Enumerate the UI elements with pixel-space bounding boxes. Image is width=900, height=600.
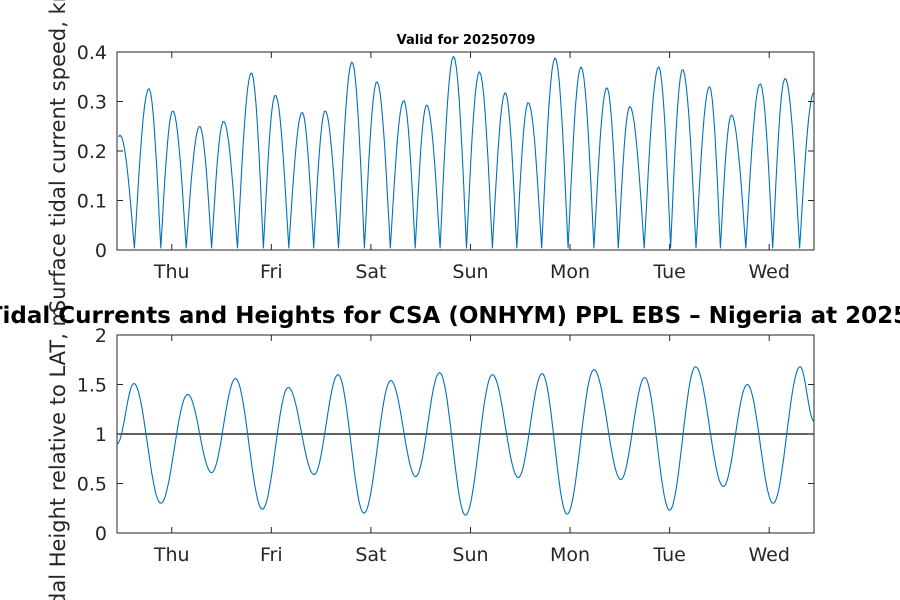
tidal-height-panel: 0 0.5 1 1.5 2 Thu Fri Sat Sun Mon Tue Wed Tidal Hei…	[46, 306, 815, 600]
current-speed-xtick-label: Fri	[260, 261, 283, 283]
tidal-height-xtick-label: Thu	[153, 544, 190, 566]
tidal-height-ytick-label: 1	[95, 424, 107, 446]
tidal-height-series-line	[116, 366, 815, 516]
tidal-height-ytick-label: 0	[95, 523, 107, 545]
tidal-height-xtick-label: Tue	[652, 544, 685, 566]
current-speed-ticks: 0 0.1 0.2 0.3 0.4 Thu Fri Sat Sun Mon Tue Wed	[77, 42, 814, 283]
tidal-height-xtick-label: Mon	[550, 544, 590, 566]
tidal-height-xtick-label: Sat	[355, 544, 386, 566]
tidal-height-ytick-label: 1.5	[77, 375, 107, 397]
current-speed-ytick-label: 0.2	[77, 141, 107, 163]
current-speed-panel: Valid for 20250709 0 0.1 0.2 0.3 0.4 Thu Fri Sa…	[46, 0, 815, 313]
tidal-height-xtick-label: Fri	[260, 544, 283, 566]
current-speed-xtick-label: Mon	[550, 261, 590, 283]
tidal-height-xtick-label: Wed	[748, 544, 789, 566]
current-speed-title: Valid for 20250709	[397, 33, 536, 48]
current-speed-ylabel: Surface tidal current speed, kn	[46, 0, 70, 313]
figure-main-title: Tidal Currents and Heights for CSA (ONHY…	[0, 303, 900, 329]
tidal-height-ytick-label: 2	[95, 325, 107, 347]
current-speed-ytick-label: 0.1	[77, 191, 107, 213]
tidal-height-ytick-label: 0.5	[77, 474, 107, 496]
tidal-height-ticks: 0 0.5 1 1.5 2 Thu Fri Sat Sun Mon Tue Wed	[77, 325, 814, 566]
current-speed-ytick-label: 0.4	[77, 42, 107, 64]
current-speed-xtick-label: Thu	[153, 261, 190, 283]
current-speed-marks	[117, 55, 815, 249]
tidal-height-xtick-label: Sun	[452, 544, 488, 566]
tidal-height-ylabel: Tidal Height relative to LAT, m	[46, 306, 70, 600]
current-speed-ytick-label: 0.3	[77, 92, 107, 114]
current-speed-xtick-label: Tue	[652, 261, 685, 283]
current-speed-xtick-label: Sat	[355, 261, 386, 283]
current-speed-ytick-label: 0	[95, 240, 107, 262]
current-speed-xtick-label: Wed	[748, 261, 789, 283]
current-speed-xtick-label: Sun	[452, 261, 488, 283]
tidal-height-marks	[116, 366, 815, 516]
current-speed-series-line	[117, 55, 815, 249]
